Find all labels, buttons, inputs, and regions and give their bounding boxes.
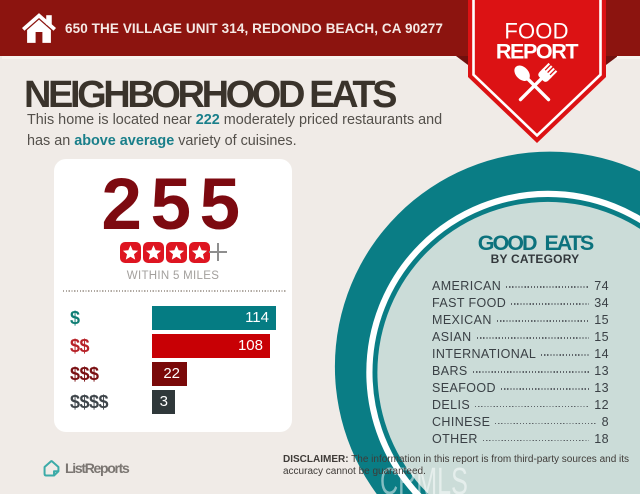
svg-text:REPORT: REPORT — [496, 40, 578, 64]
svg-text:FOOD: FOOD — [504, 19, 568, 44]
